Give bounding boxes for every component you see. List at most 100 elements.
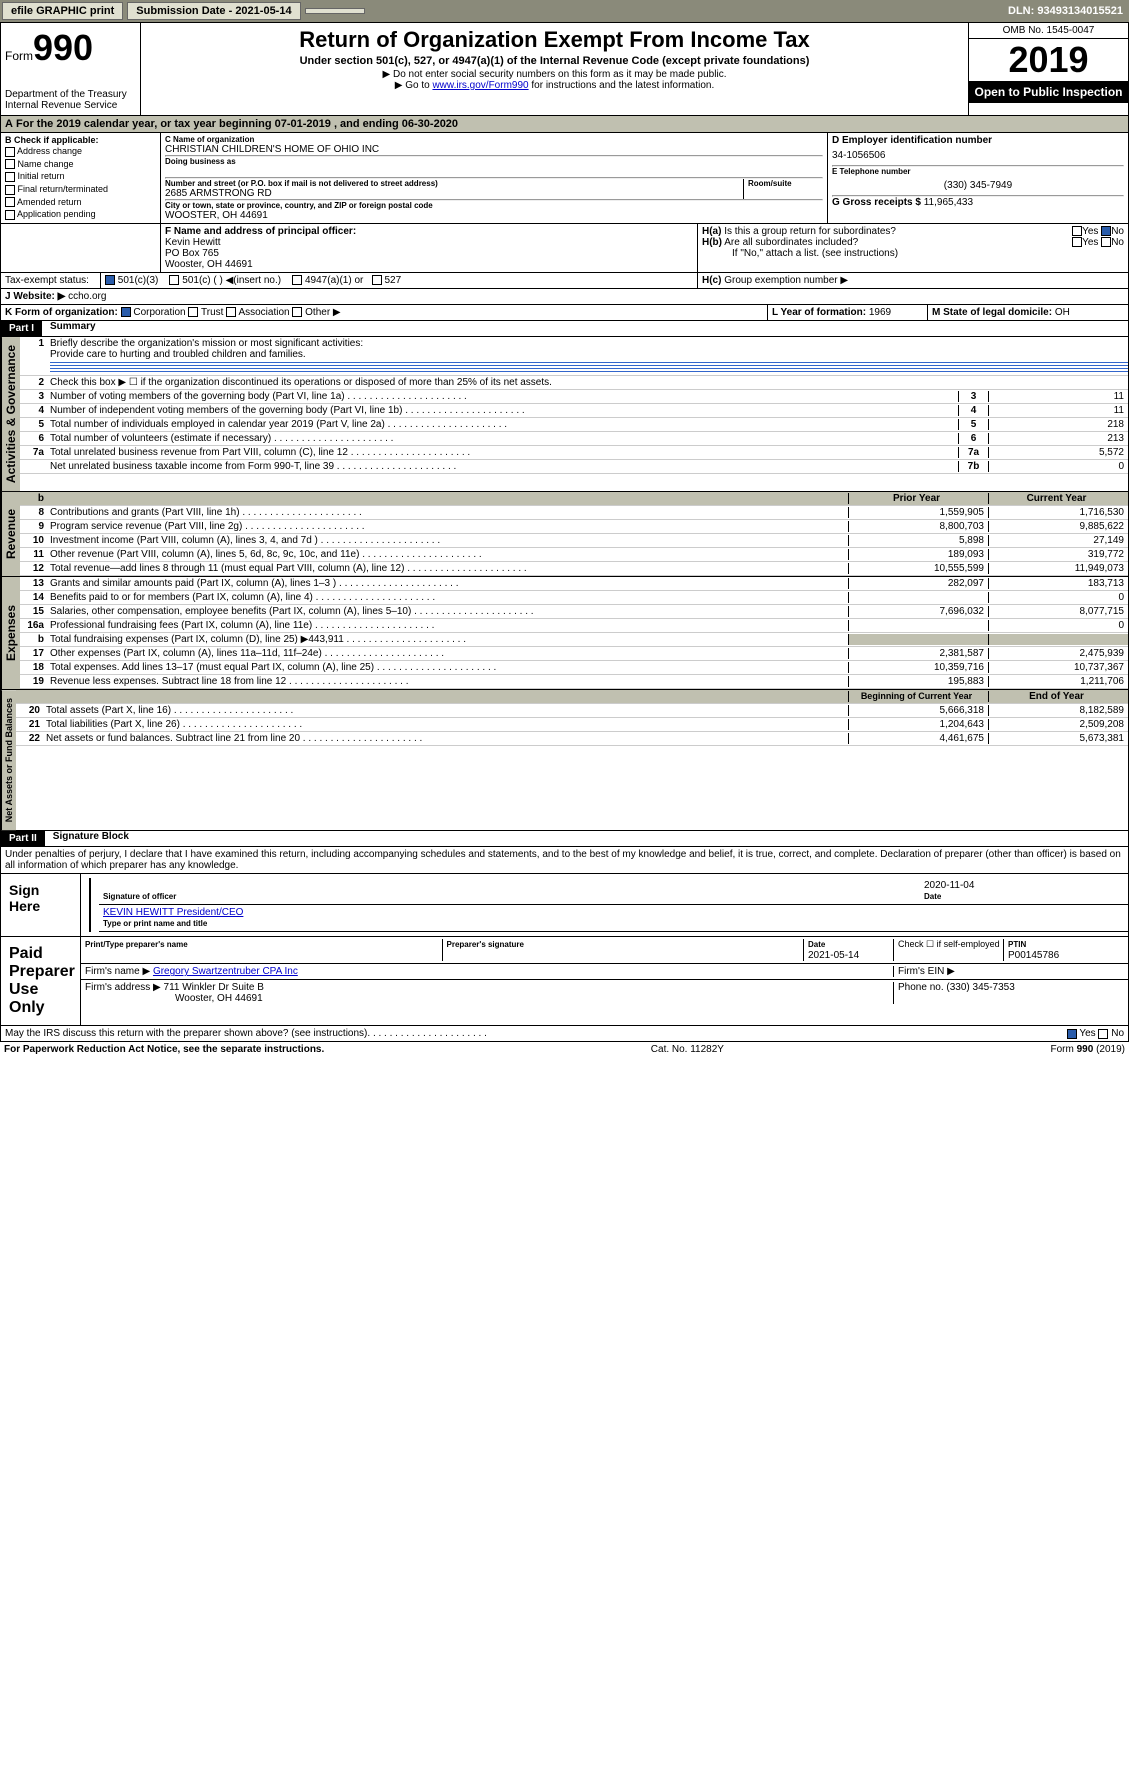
period-row: A For the 2019 calendar year, or tax yea…: [0, 116, 1129, 133]
efile-button[interactable]: efile GRAPHIC print: [2, 2, 123, 20]
open-public: Open to Public Inspection: [969, 81, 1128, 103]
part2-header-row: Part II Signature Block: [0, 831, 1129, 847]
goto-text: ▶ Go to: [395, 80, 433, 91]
officer-addr2: Wooster, OH 44691: [165, 259, 693, 270]
dba-label: Doing business as: [165, 157, 823, 166]
ein-label: D Employer identification number: [832, 135, 1124, 146]
firm-label: Firm's name ▶: [85, 966, 150, 977]
website-value: ccho.org: [68, 291, 106, 302]
check-applicable: B Check if applicable: Address change Na…: [1, 133, 161, 223]
check-final[interactable]: Final return/terminated: [5, 183, 156, 196]
footer-form-label: Form: [1051, 1044, 1077, 1055]
tax-year: 2019: [969, 39, 1128, 81]
check-trust[interactable]: [188, 307, 198, 317]
tax-status-label: Tax-exempt status:: [1, 273, 101, 288]
officer-addr1: PO Box 765: [165, 248, 693, 259]
dln-text: DLN: 93493134015521: [1008, 5, 1127, 17]
check-address[interactable]: Address change: [5, 145, 156, 158]
check-501c[interactable]: [169, 275, 179, 285]
hb-text: Are all subordinates included?: [724, 237, 858, 248]
vert-expenses: Expenses: [1, 577, 20, 689]
org-name: CHRISTIAN CHILDREN'S HOME OF OHIO INC: [165, 144, 823, 155]
warn-text: ▶ Do not enter social security numbers o…: [145, 69, 964, 80]
check-amended[interactable]: Amended return: [5, 196, 156, 209]
irs-link[interactable]: www.irs.gov/Form990: [432, 80, 528, 91]
omb-number: OMB No. 1545-0047: [969, 23, 1128, 39]
firm-name[interactable]: Gregory Swartzentruber CPA Inc: [153, 966, 298, 977]
cat-no: Cat. No. 11282Y: [651, 1044, 724, 1055]
firm-addr-label: Firm's address ▶: [85, 982, 161, 993]
phone-value: (330) 345-7949: [832, 176, 1124, 195]
gross-value: 11,965,433: [924, 197, 973, 208]
signer-name[interactable]: KEVIN HEWITT President/CEO: [103, 907, 243, 918]
check-assoc[interactable]: [226, 307, 236, 317]
ptin-label: PTIN: [1008, 940, 1026, 949]
l-value: 1969: [869, 307, 891, 318]
blank-button[interactable]: [305, 8, 365, 14]
m-value: OH: [1055, 307, 1070, 318]
discuss-yes[interactable]: [1067, 1029, 1077, 1039]
ha-text: Is this a group return for subordinates?: [724, 226, 896, 237]
footer-form-num: 990: [1077, 1044, 1094, 1055]
check-527[interactable]: [372, 275, 382, 285]
firm-phone: (330) 345-7353: [946, 982, 1014, 993]
print-label: Print/Type preparer's name: [85, 940, 188, 949]
discuss-text: May the IRS discuss this return with the…: [5, 1028, 367, 1039]
expenses-section: Expenses 13Grants and similar amounts pa…: [0, 577, 1129, 690]
ptin-value: P00145786: [1008, 950, 1059, 961]
discuss-no[interactable]: [1098, 1029, 1108, 1039]
form-number: 990: [33, 27, 93, 68]
check-initial[interactable]: Initial return: [5, 170, 156, 183]
discuss-row: May the IRS discuss this return with the…: [0, 1026, 1129, 1042]
main-title: Return of Organization Exempt From Incom…: [145, 27, 964, 53]
sign-date-label: Date: [924, 892, 941, 901]
footer-form-year: (2019): [1093, 1044, 1125, 1055]
sign-date: 2020-11-04: [924, 880, 974, 891]
website-label: Website: ▶: [13, 291, 65, 302]
vert-activities: Activities & Governance: [1, 337, 20, 491]
hb-note: If "No," attach a list. (see instruction…: [702, 248, 1124, 259]
part1-header: Part I: [1, 321, 42, 336]
officer-row: F Name and address of principal officer:…: [0, 224, 1129, 273]
phone-label: E Telephone number: [832, 167, 1124, 176]
firm-city: Wooster, OH 44691: [85, 993, 263, 1004]
l-label: L Year of formation:: [772, 307, 866, 318]
sign-here-label: Sign Here: [1, 874, 81, 936]
check-pending[interactable]: Application pending: [5, 208, 156, 221]
ein-value: 34-1056506: [832, 146, 1124, 165]
revenue-section: Revenue bPrior YearCurrent Year 8Contrib…: [0, 492, 1129, 577]
form-prefix: Form: [5, 49, 33, 63]
sig-officer-label: Signature of officer: [103, 892, 176, 901]
officer-name: Kevin Hewitt: [165, 237, 693, 248]
signer-name-label: Type or print name and title: [103, 919, 207, 928]
footer: For Paperwork Reduction Act Notice, see …: [0, 1042, 1129, 1057]
identity-block: B Check if applicable: Address change Na…: [0, 133, 1129, 224]
check-501c3[interactable]: [105, 275, 115, 285]
city-label: City or town, state or province, country…: [165, 201, 823, 210]
dept-label: Department of the Treasury Internal Reve…: [5, 89, 136, 111]
officer-label: F Name and address of principal officer:: [165, 226, 693, 237]
check-other[interactable]: [292, 307, 302, 317]
part1-title: Summary: [42, 321, 96, 336]
activities-section: Activities & Governance 1 Briefly descri…: [0, 337, 1129, 492]
m-label: M State of legal domicile:: [932, 307, 1052, 318]
firm-addr: 711 Winkler Dr Suite B: [164, 982, 264, 993]
org-address: 2685 ARMSTRONG RD: [165, 188, 743, 199]
gross-label: G Gross receipts $: [832, 197, 921, 208]
website-row: J Website: ▶ ccho.org: [0, 289, 1129, 305]
check-name[interactable]: Name change: [5, 158, 156, 171]
part2-title: Signature Block: [45, 831, 129, 846]
form-header: Form990 Department of the Treasury Inter…: [0, 22, 1129, 116]
check-corp[interactable]: [121, 307, 131, 317]
vert-net: Net Assets or Fund Balances: [1, 690, 16, 830]
paperwork-text: For Paperwork Reduction Act Notice, see …: [4, 1044, 324, 1055]
col-begin: Beginning of Current Year: [848, 691, 988, 702]
submission-button[interactable]: Submission Date - 2021-05-14: [127, 2, 300, 20]
netassets-section: Net Assets or Fund Balances Beginning of…: [0, 690, 1129, 831]
prep-date-label: Date: [808, 940, 825, 949]
toolbar: efile GRAPHIC print Submission Date - 20…: [0, 0, 1129, 22]
prep-sig-label: Preparer's signature: [447, 940, 525, 949]
check-4947[interactable]: [292, 275, 302, 285]
mission-label: Briefly describe the organization's miss…: [50, 338, 363, 349]
col-current: Current Year: [988, 493, 1128, 504]
